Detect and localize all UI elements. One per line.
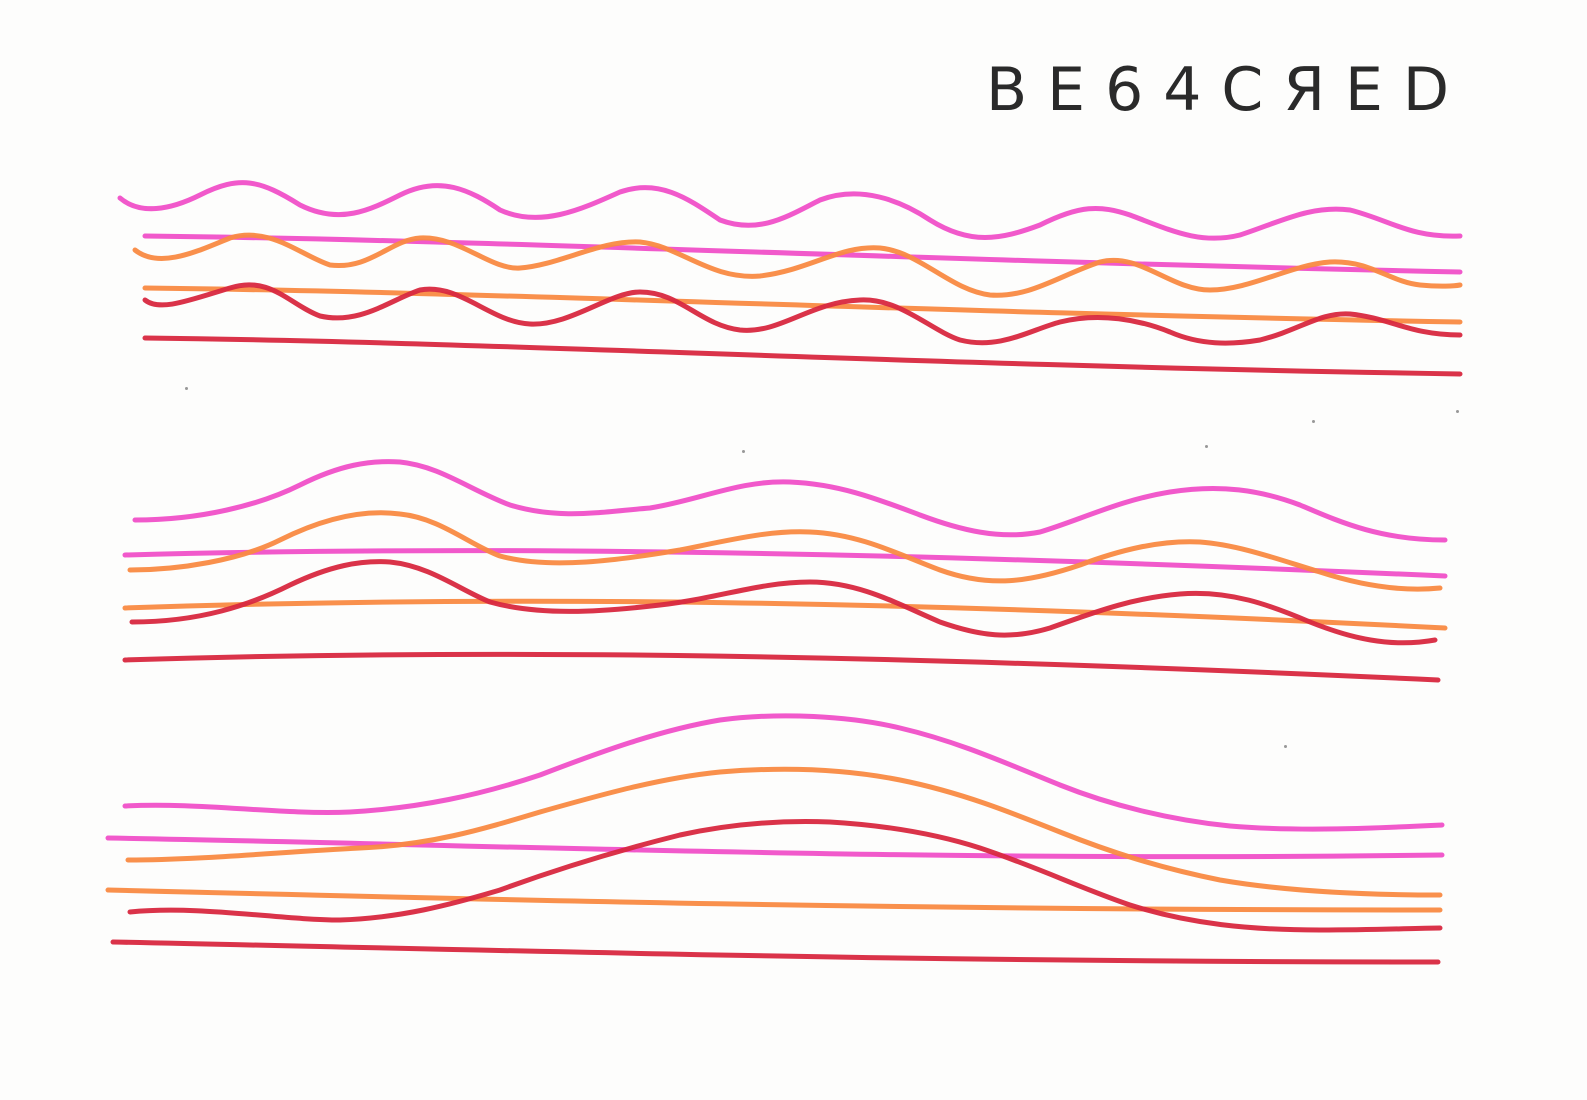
bottom-pink-straight (105, 835, 1445, 860)
paper-speck (185, 387, 188, 390)
middle-group (122, 459, 1448, 683)
middle-red-straight (122, 651, 1441, 683)
paper-speck (742, 450, 745, 453)
middle-pink-straight (122, 548, 1448, 579)
bottom-red-straight (110, 939, 1441, 965)
paper-speck (1312, 420, 1315, 423)
top-orange-wave (132, 232, 1463, 298)
bottom-orange-straight (105, 887, 1443, 913)
top-group (117, 180, 1463, 377)
top-orange-straight (142, 285, 1463, 325)
middle-pink-wave (132, 459, 1448, 543)
bottom-pink-wave (122, 713, 1445, 832)
top-pink-wave (117, 180, 1463, 241)
top-red-straight (142, 335, 1463, 377)
paper-speck (1456, 410, 1459, 413)
paper-speck (1205, 445, 1208, 448)
bottom-group (105, 713, 1445, 965)
middle-orange-straight (122, 598, 1448, 631)
bottom-orange-wave (125, 766, 1443, 898)
paper-speck (1284, 745, 1287, 748)
top-red-wave (142, 282, 1463, 346)
middle-red-wave (129, 559, 1438, 646)
handwritten-caption: BE64CЯED (986, 55, 1470, 125)
top-pink-straight (142, 233, 1463, 275)
bottom-red-wave (127, 819, 1443, 933)
middle-orange-wave (127, 510, 1443, 592)
